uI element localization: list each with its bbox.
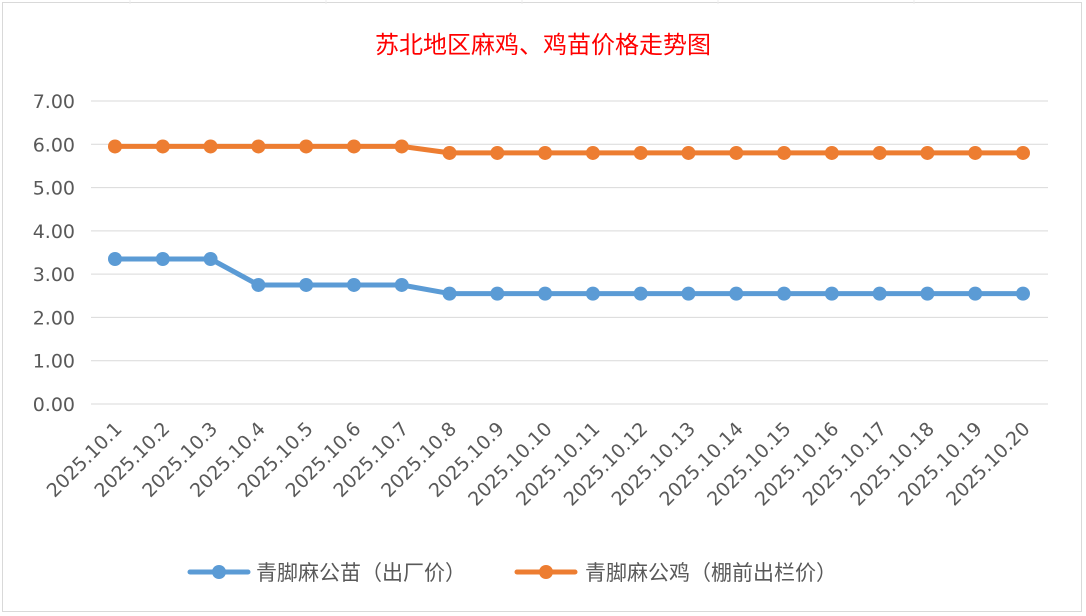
data-point <box>538 145 553 160</box>
data-point <box>920 286 935 301</box>
data-point <box>920 145 935 160</box>
y-tick-label: 6.00 <box>33 134 75 156</box>
data-point <box>681 145 696 160</box>
data-point <box>681 286 696 301</box>
y-tick-label: 1.00 <box>33 351 75 373</box>
legend-label: 青脚麻公鸡（棚前出栏价） <box>585 561 837 585</box>
y-tick-label: 7.00 <box>33 91 75 113</box>
data-point <box>729 145 744 160</box>
series-line-1 <box>112 143 1026 156</box>
data-point <box>394 139 409 154</box>
data-point <box>299 277 314 292</box>
data-point <box>538 286 553 301</box>
data-point <box>490 286 505 301</box>
data-point <box>108 139 122 154</box>
legend-label: 青脚麻公苗（出厂价） <box>256 561 466 585</box>
data-point <box>203 251 218 266</box>
y-tick-label: 5.00 <box>33 178 75 200</box>
data-point <box>394 277 409 292</box>
data-point <box>872 286 887 301</box>
data-point <box>585 145 600 160</box>
y-axis-ticks: 0.00 1.00 2.00 3.00 4.00 5.00 6.00 7.00 <box>33 91 75 416</box>
data-point <box>824 145 839 160</box>
data-point <box>872 145 887 160</box>
y-tick-label: 4.00 <box>33 221 75 243</box>
data-point <box>777 286 792 301</box>
data-point <box>442 145 457 160</box>
data-point <box>346 277 361 292</box>
y-tick-label: 3.00 <box>33 264 75 286</box>
y-tick-label: 2.00 <box>33 307 75 329</box>
chart-title: 苏北地区麻鸡、鸡苗价格走势图 <box>375 31 711 59</box>
legend-marker <box>539 565 553 579</box>
series-line-0 <box>112 256 1026 297</box>
data-point <box>108 251 122 266</box>
data-point <box>585 286 600 301</box>
data-point <box>346 139 361 154</box>
data-point <box>1016 145 1030 160</box>
data-point <box>729 286 744 301</box>
data-point <box>968 145 983 160</box>
data-point <box>155 251 170 266</box>
data-point <box>968 286 983 301</box>
data-point <box>633 145 648 160</box>
y-tick-label: 0.00 <box>33 394 75 416</box>
data-point <box>299 139 314 154</box>
y-gridlines <box>91 100 1048 405</box>
legend: 青脚麻公苗（出厂价） 青脚麻公鸡（棚前出栏价） <box>187 561 837 585</box>
data-point <box>251 139 266 154</box>
data-point <box>442 286 457 301</box>
data-point <box>633 286 648 301</box>
series-group <box>108 139 1030 301</box>
data-point <box>1016 286 1030 301</box>
data-point <box>777 145 792 160</box>
data-point <box>490 145 505 160</box>
data-point <box>251 277 266 292</box>
x-axis-ticks: 2025.10.12025.10.22025.10.32025.10.42025… <box>43 418 1035 510</box>
data-point <box>824 286 839 301</box>
background-gridlines <box>129 0 915 4</box>
legend-marker <box>212 565 226 579</box>
data-point <box>203 139 218 154</box>
data-point <box>155 139 170 154</box>
